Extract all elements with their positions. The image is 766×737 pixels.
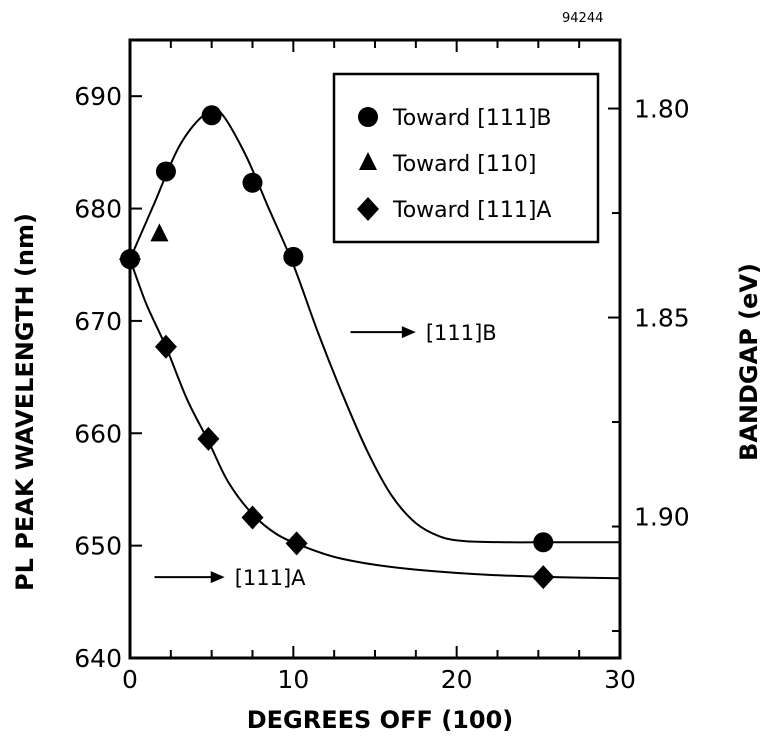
y-tick-label: 690 <box>74 82 122 111</box>
legend-box <box>332 72 600 244</box>
y-tick-label: 670 <box>74 307 122 336</box>
circle-point <box>242 172 263 193</box>
diamond-point <box>119 247 141 272</box>
legend: Toward [111]B Toward [110] Toward [111]A <box>332 72 600 244</box>
legend-marker-circle <box>358 107 378 127</box>
legend-marker-triangle <box>359 152 377 170</box>
circle-point <box>533 532 554 553</box>
arrow-head <box>401 326 416 339</box>
data-points <box>119 105 555 590</box>
annotation-label: [111]A <box>235 566 306 590</box>
y-right-tick-label: 1.85 <box>634 304 690 333</box>
arrow-head <box>210 571 225 584</box>
annotations: [111]B [111]A <box>154 321 497 590</box>
legend-label: Toward [111]B <box>392 106 552 131</box>
triangle-point <box>150 223 169 242</box>
diamond-point <box>241 505 264 530</box>
y-tick-label: 680 <box>74 195 122 224</box>
diamond-point <box>197 426 220 451</box>
diamond-point <box>285 531 308 556</box>
annotation-label: [111]B <box>426 321 497 345</box>
circle-point <box>155 161 176 182</box>
circle-point <box>283 246 304 267</box>
circle-point <box>201 105 222 126</box>
diamond-point <box>532 565 555 590</box>
legend-label: Toward [111]A <box>392 198 551 223</box>
y-axis-title: PL PEAK WAVELENGTH (nm) <box>11 213 39 591</box>
axes-frame <box>128 38 622 660</box>
figure-id: 94244 <box>562 11 603 26</box>
y-tick-label: 650 <box>74 532 122 561</box>
x-tick-label: 0 <box>122 665 138 694</box>
x-tick-label: 20 <box>441 665 473 694</box>
y-right-tick-label: 1.90 <box>634 502 690 531</box>
x-tick-label: 30 <box>604 665 636 694</box>
legend-marker-diamond <box>357 197 379 221</box>
fit-curve-2 <box>129 258 621 580</box>
x-axis-title: DEGREES OFF (100) <box>247 706 514 734</box>
tick-labels: 0 10 20 30 640 650 660 670 680 690 1.80 1.85 1.90 <box>74 82 689 694</box>
y-tick-label: 660 <box>74 419 122 448</box>
y-right-tick-label: 1.80 <box>634 95 690 124</box>
y-right-axis-title: BANDGAP (eV) <box>735 263 763 461</box>
diamond-point <box>154 334 177 359</box>
y-tick-label: 640 <box>74 644 122 673</box>
legend-label: Toward [110] <box>392 152 536 177</box>
x-tick-label: 10 <box>277 665 309 694</box>
